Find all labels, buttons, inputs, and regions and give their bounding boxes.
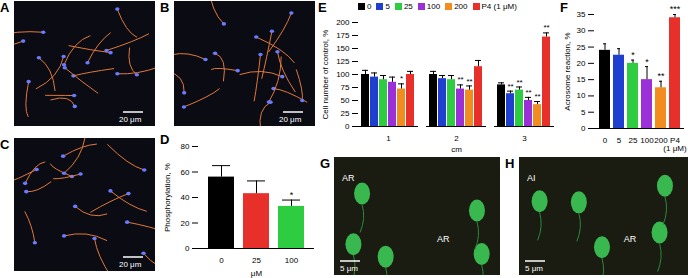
svg-text:2: 2 [454,134,459,143]
svg-text:Acrosome reaction, %: Acrosome reaction, % [563,32,572,110]
html-text:D: D [160,132,170,147]
svg-text:0: 0 [581,124,586,133]
svg-text:0: 0 [219,256,224,265]
svg-text:175: 175 [336,31,350,40]
html-text:G: G [320,156,331,171]
svg-text:5: 5 [617,136,622,145]
svg-text:*: * [631,50,635,60]
svg-text:20 μm: 20 μm [119,115,142,124]
svg-text:0: 0 [345,122,350,131]
svg-text:1: 1 [386,134,391,143]
svg-text:20 μm: 20 μm [119,260,142,269]
svg-text:**: ** [507,82,513,91]
svg-text:0: 0 [603,136,608,145]
svg-text:50: 50 [341,96,350,105]
svg-text:Phosphorylation, %: Phosphorylation, % [163,163,172,232]
svg-text:20 μm: 20 μm [279,115,302,124]
svg-text:AI: AI [527,173,536,183]
svg-text:30: 30 [577,26,586,35]
svg-text:0: 0 [185,244,190,253]
html-text:P4 (1 μM): P4 (1 μM) [481,2,517,11]
svg-text:AR: AR [437,234,450,244]
svg-text:60: 60 [181,168,190,177]
svg-text:***: *** [670,4,681,14]
svg-text:μM: μM [251,269,263,278]
html-text:B: B [160,0,170,15]
html-text:C: C [0,137,10,152]
svg-text:100: 100 [640,136,654,145]
svg-text:AR: AR [624,234,637,244]
svg-text:**: ** [657,71,665,81]
svg-text:80: 80 [181,142,190,151]
svg-text:20: 20 [181,219,190,228]
svg-text:3: 3 [522,134,527,143]
html-text:E: E [318,0,327,15]
svg-text:cm: cm [451,145,462,154]
html-text:A: A [0,0,10,15]
svg-text:25: 25 [577,43,586,52]
svg-text:100: 100 [285,256,299,265]
html-text:25: 25 [403,2,413,11]
svg-text:**: ** [534,92,540,101]
svg-text:P4(1 μM): P4(1 μM) [663,136,687,153]
svg-text:75: 75 [341,83,350,92]
svg-text:Cell number of control, %: Cell number of control, % [321,30,330,120]
svg-text:5 μm: 5 μm [525,264,543,273]
svg-text:5 μm: 5 μm [340,264,358,273]
svg-text:*: * [645,56,649,66]
svg-text:AR: AR [342,173,355,183]
svg-text:40: 40 [181,193,190,202]
svg-text:25: 25 [341,109,350,118]
svg-text:10: 10 [577,91,586,100]
html-text:0: 0 [367,2,372,11]
html-text:200: 200 [454,2,468,11]
svg-text:100: 100 [336,70,350,79]
svg-text:35: 35 [577,10,586,19]
svg-text:200: 200 [654,136,668,146]
svg-text:**: ** [525,88,531,97]
svg-text:**: ** [543,23,549,32]
svg-text:**: ** [457,75,463,84]
html-text:100: 100 [426,2,441,11]
svg-text:150: 150 [336,44,350,53]
svg-text:**: ** [516,78,522,87]
svg-text:200: 200 [336,18,350,27]
svg-text:20: 20 [577,59,586,68]
svg-text:*: * [290,190,294,200]
svg-text:15: 15 [577,75,586,84]
svg-text:*: * [400,74,403,83]
html-text:F: F [560,0,568,15]
svg-text:**: ** [466,77,472,86]
svg-text:25: 25 [629,136,638,145]
html-text:H: H [505,156,515,171]
svg-text:25: 25 [252,256,261,265]
svg-text:5: 5 [581,108,586,117]
html-text:5: 5 [385,2,390,11]
svg-text:125: 125 [336,57,350,66]
